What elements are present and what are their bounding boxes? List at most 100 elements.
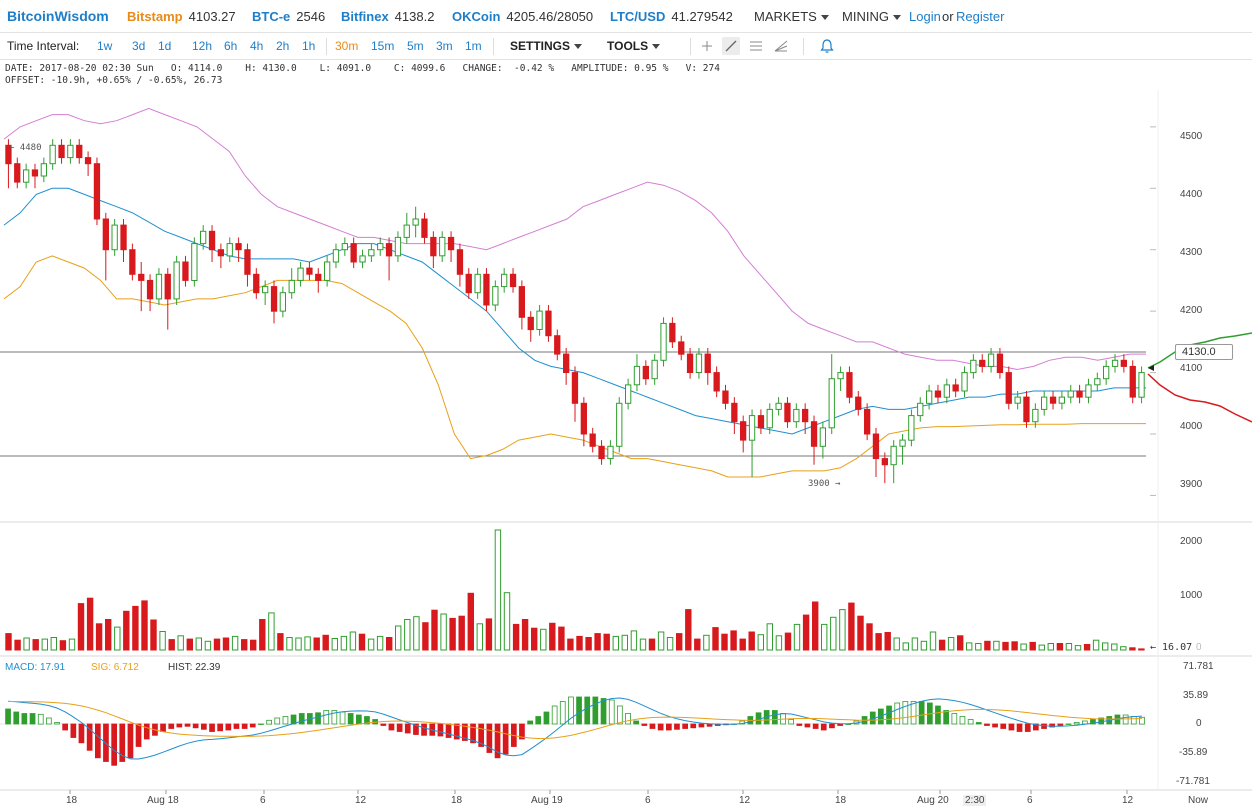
crosshair-tool-icon[interactable]: [698, 37, 716, 55]
chevron-down-icon: [820, 15, 829, 21]
line-tool-icon[interactable]: [722, 37, 740, 55]
time-tick-label: 18: [835, 795, 847, 806]
interval-6h[interactable]: 6h: [224, 39, 238, 53]
exchange-btce[interactable]: BTC-e 2546: [252, 9, 325, 24]
site-logo[interactable]: BitcoinWisdom: [7, 8, 109, 24]
exchange-ltcusd[interactable]: LTC/USD 41.279542: [610, 9, 733, 24]
interval-1m[interactable]: 1m: [465, 39, 482, 53]
candle-body: [1129, 365, 1136, 398]
volume-bar: [358, 633, 366, 651]
volume-bar: [812, 601, 819, 651]
macd-histogram-bar: [625, 713, 631, 725]
candle-body: [120, 224, 127, 251]
macd-histogram-bar: [649, 723, 656, 729]
candle-body: [332, 249, 340, 263]
macd-histogram-bar: [168, 723, 175, 729]
volume-bar: [59, 640, 67, 651]
macd-histogram-bar: [404, 723, 411, 734]
macd-histogram-bar: [184, 723, 191, 727]
candle-body: [607, 445, 614, 460]
volume-bar: [1111, 643, 1118, 651]
candle-body: [996, 353, 1004, 374]
macd-histogram-bar: [274, 717, 281, 725]
volume-bar: [476, 623, 484, 651]
interval-1d[interactable]: 1d: [158, 39, 172, 53]
tools-menu[interactable]: TOOLS: [607, 39, 661, 53]
exchange-name[interactable]: BTC-e: [252, 9, 291, 24]
macd-histogram-bar: [437, 723, 444, 737]
login-link[interactable]: Login: [909, 9, 941, 24]
macd-histogram-bar: [617, 705, 623, 725]
interval-1w[interactable]: 1w: [97, 39, 113, 53]
current-price-tag: 4130.0: [1175, 344, 1233, 360]
macd-histogram-bar: [568, 696, 574, 725]
markets-menu[interactable]: MARKETS: [754, 9, 829, 24]
candle-body: [146, 279, 154, 300]
candle-body: [483, 273, 490, 306]
interval-12h[interactable]: 12h: [192, 39, 213, 53]
exchange-name[interactable]: Bitstamp: [127, 9, 183, 24]
macd-histogram-bar: [527, 720, 534, 725]
interval-2h[interactable]: 2h: [276, 39, 290, 53]
interval-3m[interactable]: 3m: [436, 39, 453, 53]
horizontal-lines-tool-icon[interactable]: [747, 37, 765, 55]
mining-menu[interactable]: MINING: [842, 9, 901, 24]
macd-histogram-bar: [355, 714, 362, 725]
markets-label: MARKETS: [754, 9, 817, 24]
volume-bar: [531, 627, 538, 651]
candle-body: [76, 144, 83, 159]
macd-histogram-bar: [135, 723, 142, 747]
candle-body: [403, 224, 410, 238]
exchange-name[interactable]: Bitfinex: [341, 9, 389, 24]
exchange-name[interactable]: OKCoin: [452, 9, 501, 24]
volume-bar: [920, 640, 928, 651]
macd-histogram-bar: [421, 723, 427, 736]
volume-bar: [830, 616, 837, 651]
interval-30m[interactable]: 30m: [335, 39, 359, 53]
register-link[interactable]: Register: [956, 9, 1005, 24]
macd-histogram-bar: [1139, 716, 1145, 725]
exchange-name[interactable]: LTC/USD: [610, 9, 666, 24]
candle-body: [1085, 384, 1092, 398]
volume-bar: [685, 609, 692, 651]
volume-bar: [549, 622, 556, 651]
interval-1h[interactable]: 1h: [302, 39, 316, 53]
volume-bar: [313, 637, 320, 651]
interval-5m[interactable]: 5m: [407, 39, 424, 53]
interval-4h[interactable]: 4h: [250, 39, 264, 53]
time-tick-label: 6: [645, 795, 651, 806]
candle-body: [793, 408, 800, 423]
candle-body: [474, 273, 481, 294]
candle-body: [1023, 396, 1030, 423]
macd-histogram-bar: [54, 722, 60, 725]
candle-body: [987, 353, 995, 367]
volume-bar: [839, 609, 846, 651]
candle-body: [571, 372, 579, 404]
settings-menu[interactable]: SETTINGS: [510, 39, 583, 53]
volume-bar: [902, 642, 909, 651]
candle-body: [1111, 359, 1119, 367]
macd-histogram-bar: [241, 723, 248, 729]
exchange-bitfinex[interactable]: Bitfinex 4138.2: [341, 9, 434, 24]
volume-bar: [186, 638, 194, 651]
volume-bar: [159, 631, 166, 651]
time-cursor-label: 2:30: [963, 795, 987, 806]
exchange-bitstamp[interactable]: Bitstamp 4103.27: [127, 9, 236, 24]
macd-histogram-bar: [1049, 723, 1055, 728]
volume-bar: [712, 627, 719, 651]
candle-body: [775, 402, 782, 410]
macd-histogram-bar: [470, 723, 476, 744]
bell-icon[interactable]: [818, 37, 836, 55]
exchange-okcoin[interactable]: OKCoin 4205.46/28050: [452, 9, 593, 24]
macd-histogram-bar: [633, 720, 640, 725]
bollinger-upper-line: [3, 107, 1146, 371]
macd-histogram-bar: [5, 708, 11, 725]
volume-bar: [404, 619, 411, 651]
interval-15m[interactable]: 15m: [371, 39, 395, 53]
interval-3d[interactable]: 3d: [132, 39, 146, 53]
volume-bar: [1038, 644, 1045, 651]
volume-tick-label: 1000: [1180, 590, 1203, 601]
candle-body: [1049, 396, 1057, 404]
fan-tool-icon[interactable]: [772, 37, 790, 55]
